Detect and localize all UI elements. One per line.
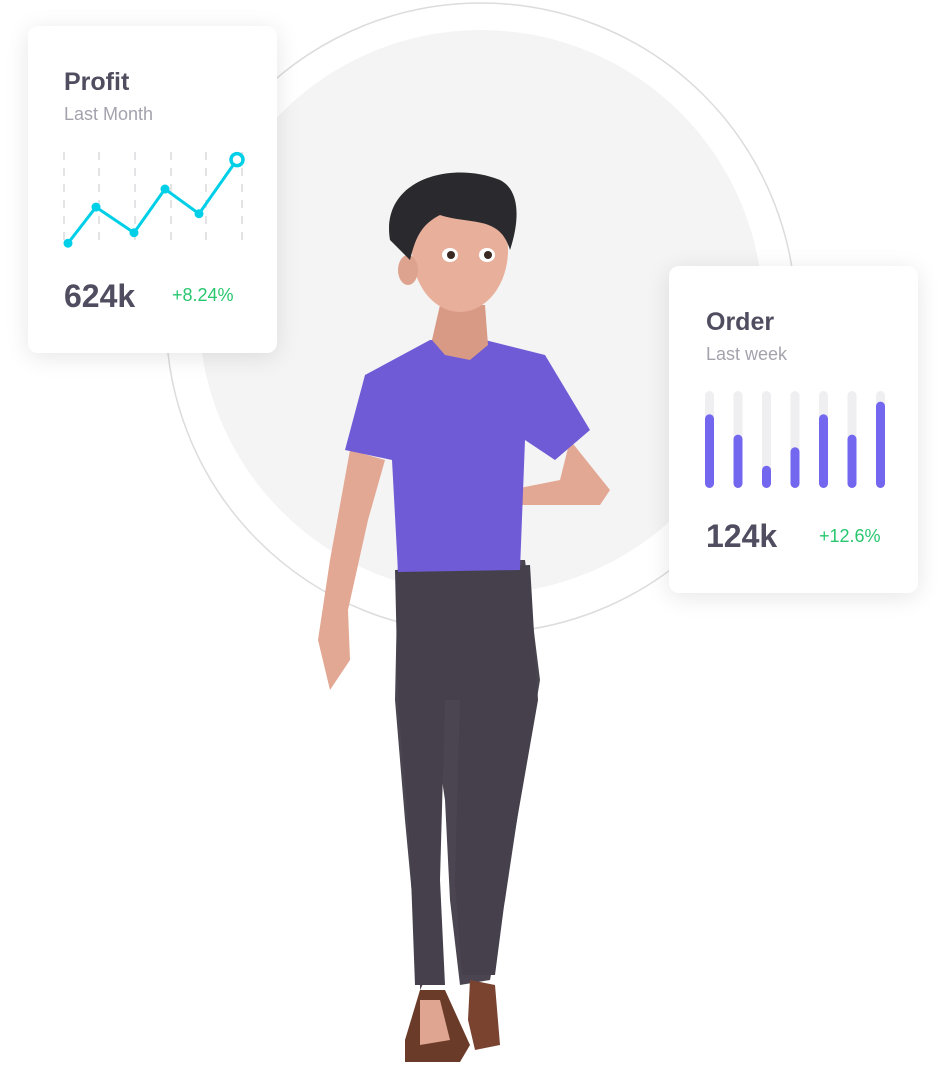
bar [762, 465, 771, 488]
bar [819, 414, 828, 488]
bar [876, 401, 885, 488]
line-point [63, 238, 73, 248]
line-point-last [229, 151, 245, 168]
order-value: 124k [706, 518, 778, 554]
order-subtitle: Last week [706, 344, 788, 364]
bar [733, 434, 743, 488]
profit-line [66, 158, 239, 245]
bar [847, 434, 857, 488]
profit-title: Profit [64, 68, 130, 96]
order-bar-chart [705, 391, 885, 488]
profit-subtitle: Last Month [64, 104, 154, 124]
line-point [160, 184, 170, 194]
bar-track [762, 391, 771, 488]
order-title: Order [706, 308, 775, 336]
line-point [91, 202, 101, 212]
profit-card: Profit Last Month 624k +8.24% [28, 26, 277, 353]
line-point [129, 228, 139, 238]
order-change: +12.6% [819, 526, 881, 546]
bar [790, 447, 800, 488]
profit-change: +8.24% [172, 285, 234, 305]
order-card: Order Last week 124k +12.6% [669, 266, 918, 593]
profit-line-chart [63, 151, 245, 248]
line-point [194, 209, 204, 219]
profit-value: 624k [64, 278, 136, 314]
bar [705, 414, 714, 488]
